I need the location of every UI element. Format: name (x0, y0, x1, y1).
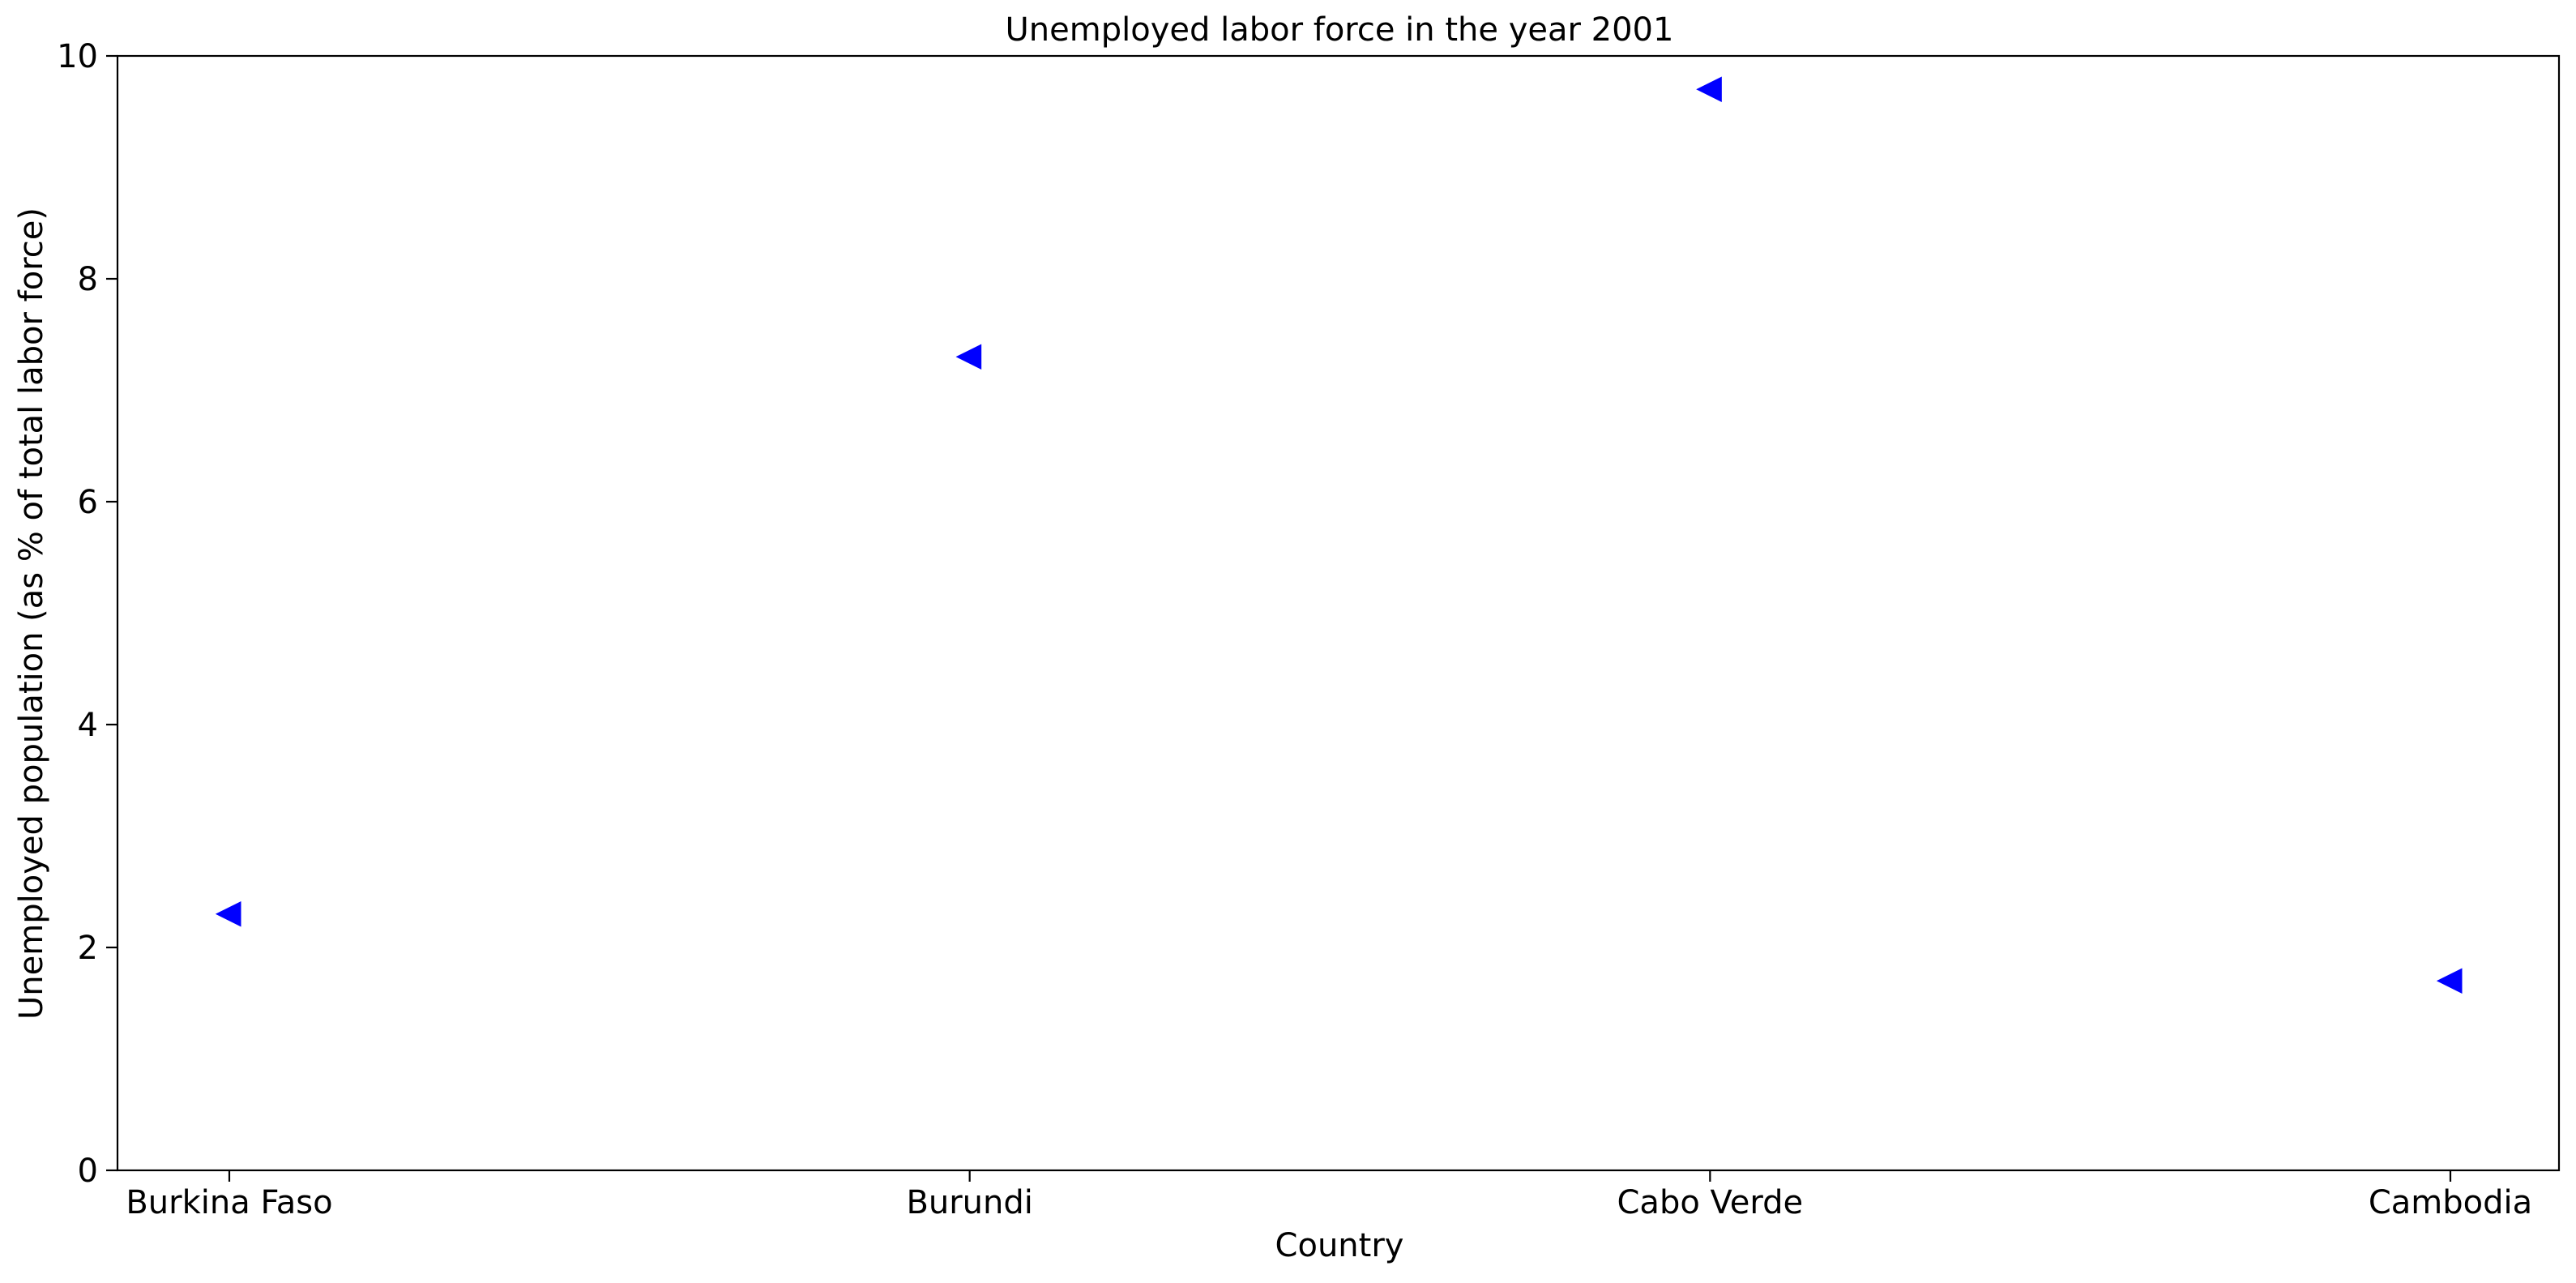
plot-area (116, 54, 2561, 1172)
y-tick-label: 0 (78, 1153, 98, 1190)
chart-title: Unemployed labor force in the year 2001 (1006, 11, 1674, 49)
data-point (2436, 968, 2463, 994)
y-tick-label: 4 (78, 707, 98, 744)
data-point (215, 900, 241, 927)
x-tick-label: Cambodia (2369, 1184, 2532, 1221)
plot-frame (116, 54, 2561, 1172)
y-axis: 0 2 4 6 8 10 (57, 38, 117, 1190)
data-point (1696, 76, 1722, 103)
x-tick-label: Burundi (906, 1184, 1032, 1221)
data-point (955, 344, 982, 370)
y-tick-label: 2 (78, 930, 98, 967)
y-tick-label: 8 (78, 261, 98, 298)
y-tick-label: 10 (57, 38, 98, 75)
x-tick-label: Burkina Faso (126, 1184, 332, 1221)
x-axis-label: Country (1275, 1227, 1404, 1264)
x-axis: Burkina Faso Burundi Cabo Verde Cambodia (126, 1170, 2532, 1221)
y-tick-label: 6 (78, 484, 98, 521)
x-tick-label: Cabo Verde (1617, 1184, 1804, 1221)
data-markers (215, 76, 2463, 994)
y-axis-label: Unemployed population (as % of total lab… (13, 207, 50, 1020)
